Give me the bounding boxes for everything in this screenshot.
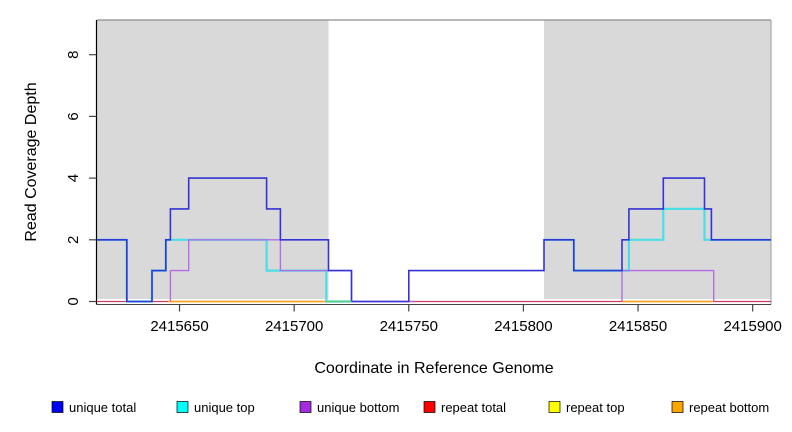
legend-swatch [299,401,312,413]
legend-label: repeat total [441,400,506,415]
legend-swatch [548,401,561,413]
legend-swatch [423,401,436,413]
legend-swatch [671,401,684,413]
legend-label: unique total [69,400,136,415]
y-tick-label: 8 [65,51,82,59]
x-tick-label: 2415750 [380,318,438,335]
legend-item-unique-bottom: unique bottom [299,400,399,415]
y-tick-label: 4 [65,174,82,182]
y-tick-label: 2 [65,236,82,244]
legend-label: unique top [194,400,255,415]
x-tick-label: 2415800 [494,318,552,335]
legend-item-unique-top: unique top [176,400,255,415]
series-unique-total-line [97,177,771,303]
right-repeat-region [544,20,771,299]
series-unique-bottom-line [621,269,715,302]
legend-item-repeat-top: repeat top [548,400,625,415]
shaded-regions-layer [97,20,771,299]
x-tick-label: 2415700 [265,318,323,335]
y-tick-label: 0 [65,297,82,305]
x-tick-label: 2415850 [609,318,667,335]
y-tick-label: 6 [65,112,82,120]
series-lines-layer [97,177,771,303]
legend-item-repeat-total: repeat total [423,400,506,415]
legend-label: repeat bottom [689,400,769,415]
axis-ticks-layer: 2415650 2415700 2415750 2415800 2415850 24159… [65,51,782,335]
plot-frame-layer [95,19,772,305]
legend: unique total unique top unique bottom repea… [51,400,769,415]
y-axis-title: Read Coverage Depth [23,82,40,241]
legend-swatch [51,401,64,413]
legend-swatch [176,401,189,413]
legend-item-unique-total: unique total [51,400,136,415]
x-axis-title: Coordinate in Reference Genome [314,360,553,377]
x-tick-label: 2415650 [150,318,208,335]
x-tick-label: 2415900 [723,318,781,335]
legend-label: repeat top [566,400,625,415]
legend-label: unique bottom [317,400,399,415]
legend-item-repeat-bottom: repeat bottom [671,400,769,415]
left-repeat-region [97,20,329,299]
